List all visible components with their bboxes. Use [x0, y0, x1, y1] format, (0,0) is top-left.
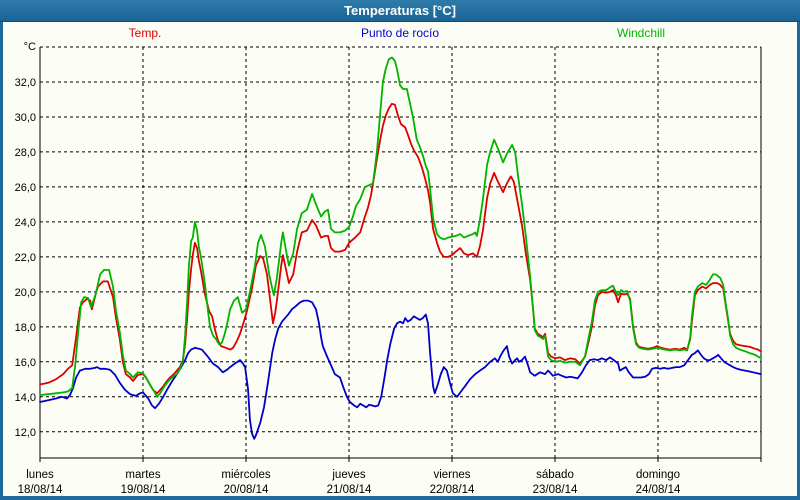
day-date-label: 21/08/14 [327, 484, 372, 496]
day-date-label: 18/08/14 [18, 484, 63, 496]
legend-item-temp: Temp. [129, 26, 162, 40]
day-name-label: sábado [536, 469, 574, 481]
y-tick-label: 16,0 [15, 357, 36, 369]
y-tick-label: 14,0 [15, 392, 36, 404]
day-name-label: lunes [26, 469, 54, 481]
legend-label-dewpoint: Punto de rocío [360, 26, 440, 40]
y-tick-label: 24,0 [15, 217, 36, 229]
window-title: Temperaturas [°C] [344, 3, 456, 18]
y-tick-label: 22,0 [15, 252, 36, 264]
temp-line [39, 102, 762, 395]
dewpoint-line [39, 299, 762, 440]
day-date-label: 19/08/14 [121, 484, 166, 496]
day-name-label: domingo [636, 469, 680, 481]
y-tick-label: 26,0 [15, 182, 36, 194]
y-tick-label: 20,0 [15, 287, 36, 299]
y-tick-label: 28,0 [15, 147, 36, 159]
window-title-bar[interactable]: Temperaturas [°C] [0, 0, 800, 22]
chart-panel: Temp. Punto de rocío Windchill 32,0 30,0 2… [3, 22, 797, 496]
legend-label-windchill: Windchill [616, 26, 666, 40]
day-name-label: miércoles [221, 469, 270, 481]
day-date-label: 23/08/14 [533, 484, 578, 496]
windchill-line [39, 56, 762, 398]
y-tick-label: 12,0 [15, 427, 36, 439]
day-date-label: 20/08/14 [224, 484, 269, 496]
day-name-label: jueves [331, 469, 365, 481]
y-axis-unit-label: °C [24, 41, 36, 53]
legend-item-windchill: Windchill [617, 26, 665, 40]
legend-item-dewpoint: Punto de rocío [361, 26, 439, 40]
day-name-label: viernes [433, 469, 470, 481]
temperature-chart-canvas: 32,0 30,0 28,0 26,0 24,0 22,0 20,0 18,0 16,0 14,0… [15, 41, 762, 496]
day-date-label: 22/08/14 [430, 484, 475, 496]
y-tick-label: 18,0 [15, 322, 36, 334]
day-name-label: martes [125, 469, 160, 481]
y-tick-label: 30,0 [15, 112, 36, 124]
legend-label-temp: Temp. [128, 26, 162, 40]
y-tick-label: 32,0 [15, 77, 36, 89]
day-date-label: 24/08/14 [636, 484, 681, 496]
